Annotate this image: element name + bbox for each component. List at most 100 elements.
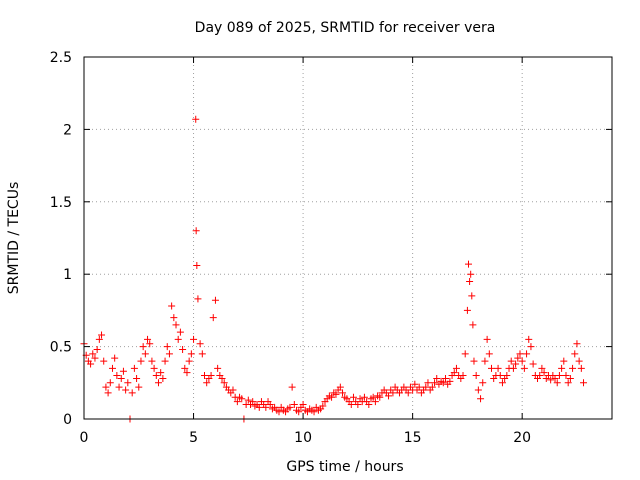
- data-point: [130, 364, 138, 372]
- data-point: [102, 383, 110, 391]
- data-point: [185, 357, 193, 365]
- data-point: [339, 389, 347, 397]
- data-point: [209, 314, 217, 322]
- data-point: [347, 401, 355, 409]
- data-point: [446, 377, 454, 385]
- y-tick-label: 1.5: [50, 195, 72, 211]
- data-point: [108, 364, 116, 372]
- data-point: [89, 350, 97, 358]
- data-point: [514, 354, 522, 362]
- data-point: [424, 379, 432, 387]
- data-point: [111, 354, 119, 362]
- data-point: [266, 401, 274, 409]
- data-point: [220, 379, 228, 387]
- data-point: [238, 395, 246, 403]
- data-point: [520, 364, 528, 372]
- data-point: [106, 379, 114, 387]
- y-tick-label: 2: [63, 122, 72, 138]
- data-point: [91, 354, 99, 362]
- data-point: [207, 372, 215, 380]
- data-point: [104, 389, 112, 397]
- data-point: [516, 350, 524, 358]
- data-point: [336, 383, 344, 391]
- data-point: [233, 398, 241, 406]
- data-point: [538, 364, 546, 372]
- data-point: [577, 364, 585, 372]
- data-point: [553, 379, 561, 387]
- data-point: [203, 379, 211, 387]
- data-point: [328, 393, 336, 401]
- data-point: [467, 270, 475, 278]
- data-point: [286, 403, 294, 411]
- axis-ticks: [83, 56, 612, 420]
- data-point: [150, 364, 158, 372]
- data-point: [566, 374, 574, 382]
- tick-labels: 0 5 10 15 20 0 0.5 1 1.5 2 2.5: [50, 50, 531, 446]
- data-point: [439, 379, 447, 387]
- data-point: [310, 408, 318, 416]
- x-axis-label: GPS time / hours: [286, 459, 403, 475]
- data-point: [376, 393, 384, 401]
- data-point: [87, 360, 95, 368]
- data-point: [507, 357, 515, 365]
- data-point: [218, 374, 226, 382]
- data-point: [332, 390, 340, 398]
- data-point: [146, 340, 154, 348]
- data-point: [452, 364, 460, 372]
- data-point: [211, 296, 219, 304]
- data-point: [385, 392, 393, 400]
- data-point: [464, 260, 472, 268]
- data-point: [117, 374, 125, 382]
- data-point: [433, 374, 441, 382]
- data-point: [229, 386, 237, 394]
- data-point: [371, 398, 379, 406]
- data-point: [571, 350, 579, 358]
- data-point: [564, 379, 572, 387]
- data-point: [115, 383, 123, 391]
- data-point: [100, 357, 108, 365]
- data-point: [183, 369, 191, 377]
- data-point: [463, 306, 471, 314]
- data-point: [518, 357, 526, 365]
- data-point: [411, 380, 419, 388]
- data-point: [441, 374, 449, 382]
- data-point: [496, 372, 504, 380]
- y-tick-label: 2.5: [50, 50, 72, 66]
- data-point: [560, 357, 568, 365]
- data-point: [159, 374, 167, 382]
- data-point: [119, 367, 127, 375]
- data-point: [404, 389, 412, 397]
- data-point: [569, 364, 577, 372]
- data-point: [122, 386, 130, 394]
- data-point: [485, 350, 493, 358]
- data-point: [540, 369, 548, 377]
- data-point: [193, 262, 201, 270]
- data-point: [461, 350, 469, 358]
- data-point: [181, 364, 189, 372]
- data-point: [389, 389, 397, 397]
- data-point: [187, 350, 195, 358]
- data-point: [525, 335, 533, 343]
- y-axis-label: SRMTID / TECUs: [6, 182, 22, 295]
- data-point: [555, 372, 563, 380]
- data-point: [133, 374, 141, 382]
- x-tick-label: 15: [404, 430, 422, 446]
- data-point: [466, 277, 474, 285]
- data-point: [536, 372, 544, 380]
- data-point: [95, 335, 103, 343]
- data-point: [527, 343, 535, 351]
- data-point: [319, 402, 327, 410]
- grid-lines: [84, 57, 612, 419]
- data-point: [198, 350, 206, 358]
- data-point: [551, 374, 559, 382]
- y-tick-label: 1: [63, 267, 72, 283]
- data-point: [503, 372, 511, 380]
- data-point: [168, 302, 176, 310]
- data-point: [498, 379, 506, 387]
- plot-frame: [83, 56, 613, 420]
- data-point: [255, 403, 263, 411]
- data-point: [580, 379, 588, 387]
- data-point: [415, 383, 423, 391]
- y-tick-label: 0.5: [50, 340, 72, 356]
- data-point: [196, 340, 204, 348]
